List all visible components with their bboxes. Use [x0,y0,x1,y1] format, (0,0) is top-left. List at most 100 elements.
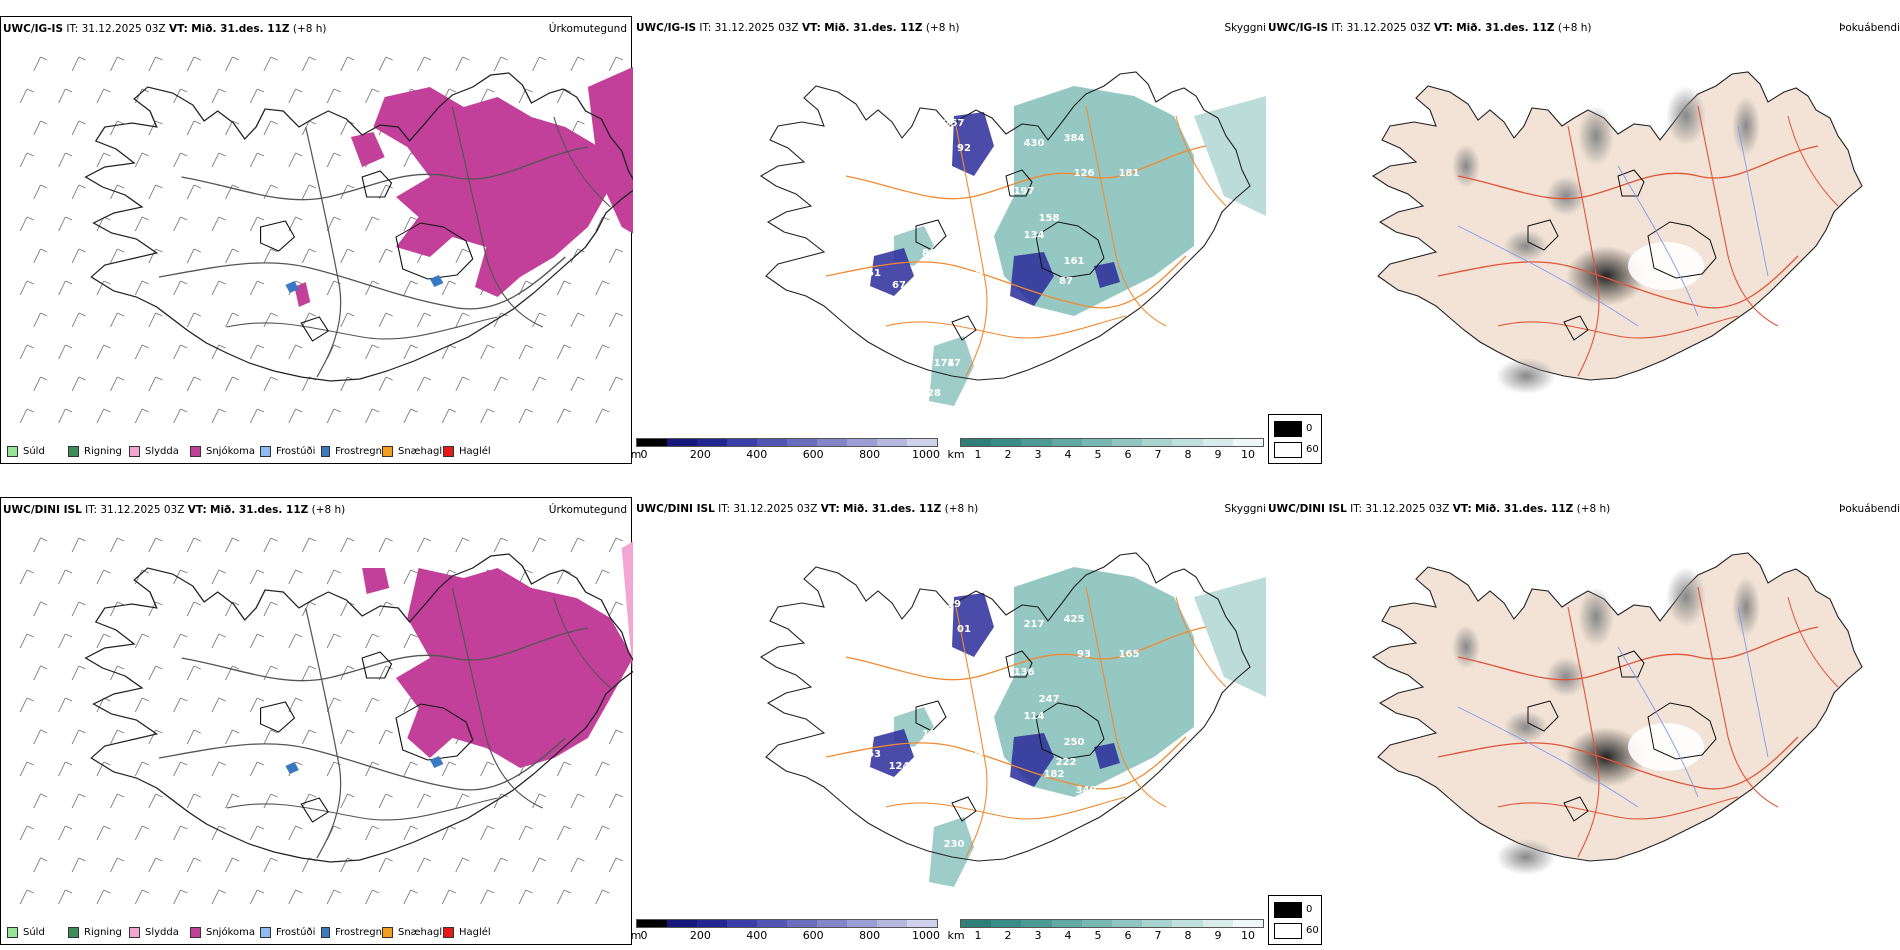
it-value: 31.12.2025 03Z [81,23,166,35]
panel-header: UWC/IG-IS IT: 31.12.2025 03Z VT: Mið. 31… [3,23,327,35]
vis-label-m: 124 [889,761,910,772]
legend-label: Slydda [145,927,179,938]
lead-time: (+8 h) [311,504,346,516]
scale-tick-m: 600 [802,929,824,942]
scale-tick-km: 6 [1124,448,1132,461]
model-name: UWC/IG-IS [1268,22,1329,34]
scale-tick-km: 3 [1034,929,1042,942]
legend-swatch [190,927,201,938]
it-label: IT: [85,504,98,516]
vt-value: Mið. 31.des. 11Z [210,504,309,516]
vt-label: VT: [168,23,188,35]
scale-tick-km: 3 [1034,448,1042,461]
vis-label-km: 222 [1056,757,1077,768]
lead-time: (+8 h) [925,22,960,34]
legend-item: Snæhagl [382,446,443,457]
legend-label: Frostúði [276,446,316,457]
scale-tick-m: 0 [640,448,648,461]
fog-title: Þokuábendi [1839,22,1900,34]
legend-label: Snæhagl [398,446,443,457]
vis-label-m: 07 [917,634,931,645]
legend-label: Snæhagl [398,927,443,938]
vis-label-m: 70 [907,378,921,389]
vis-label-m: 59 [947,599,961,610]
scale-tick-km: 8 [1184,929,1192,942]
legend-swatch [443,446,454,457]
legend-item: Frostregn [321,446,382,457]
scale-tick-km: 5 [1094,448,1102,461]
vis-label-m: 85 [837,290,851,301]
legend-label: Súld [23,446,45,457]
legend-label: Súld [23,927,45,938]
vis-label-km: 136 [1014,667,1035,678]
legend-item: Frostúði [260,446,321,457]
it-value: 31.12.2025 03Z [1346,22,1431,34]
legend-swatch [260,927,271,938]
vis-label-km: 349 [1076,785,1097,796]
scale-tick-m: 800 [859,929,881,942]
scale-unit-m: m [630,929,642,942]
vt-value: Mið. 31.des. 11Z [191,23,290,35]
it-value: 31.12.2025 03Z [100,504,185,516]
vis-label-km: 425 [1064,614,1085,625]
fog-legend: 0 60 [1268,895,1322,945]
legend-swatch [321,927,331,938]
vis-scale-km: km 1 2 3 4 5 6 7 8 9 10 [947,438,1264,461]
legend-swatch [190,446,201,457]
vis-label-m: 230 [944,839,965,850]
vt-value: Mið. 31.des. 11Z [843,503,942,515]
it-label: IT: [1350,503,1363,515]
scale-tick-m: 200 [689,929,711,942]
vis-label-m: 63 [867,749,881,760]
fog-legend-max: 60 [1306,444,1319,455]
scale-tick-m: 1000 [912,929,940,942]
scale-tick-km: 1 [974,448,982,461]
legend-swatch [321,446,331,457]
it-label: IT: [1331,22,1344,34]
vis-label-m: 17 [947,358,961,369]
vis-label-m: 82 [957,759,971,770]
legend-item: Rigning [68,446,129,457]
scale-tick-km: 5 [1094,929,1102,942]
scale-tick-m: 400 [746,929,768,942]
legend-label: Frostregn [335,927,382,938]
vis-label-m: 86 [967,270,981,281]
scale-tick-m: 400 [746,448,768,461]
legend-swatch [382,446,393,457]
vis-label-m: 51 [867,268,881,279]
vis-label-km: 197 [1014,186,1035,197]
scale-tick-km: 4 [1064,448,1072,461]
vis-label-m: 257 [944,118,965,129]
legend-label: Slydda [145,446,179,457]
vis-label-m: 117 [944,654,965,665]
legend-label: Haglél [459,446,491,457]
scale-tick-km: 7 [1154,929,1162,942]
scale-tick-km: 4 [1064,929,1072,942]
legend-label: Rigning [84,446,122,457]
vis-label-m: 12 [922,729,936,740]
panel-header: UWC/IG-IS IT: 31.12.2025 03Z VT: Mið. 31… [636,22,960,34]
scale-tick-km: 6 [1124,929,1132,942]
legend-label: Snjókoma [206,446,256,457]
it-value: 31.12.2025 03Z [733,503,818,515]
panel-header: UWC/IG-IS IT: 31.12.2025 03Z VT: Mið. 31… [1268,22,1592,34]
vis-label-km: 134 [1024,230,1045,241]
legend-swatch [68,927,79,938]
it-label: IT: [699,22,712,34]
vt-label: VT: [801,22,821,34]
it-label: IT: [718,503,731,515]
vis-label-km: 384 [1064,133,1085,144]
legend-swatch [443,927,454,938]
vis-scale-m: m 0 200 400 600 800 1000 [631,438,940,461]
vis-label-m: 53 [932,679,946,690]
model-name: UWC/DINI ISL [636,503,715,515]
scale-tick-km: 7 [1154,448,1162,461]
scale-tick-km: 2 [1004,448,1012,461]
vis-label-km: 158 [1039,213,1060,224]
legend-swatch [7,446,18,457]
legend-swatch [129,446,140,457]
legend-swatch [129,927,140,938]
scale-tick-km: 2 [1004,929,1012,942]
legend-item: Frostregn [321,927,382,938]
vis-label-m: 67 [892,280,906,291]
